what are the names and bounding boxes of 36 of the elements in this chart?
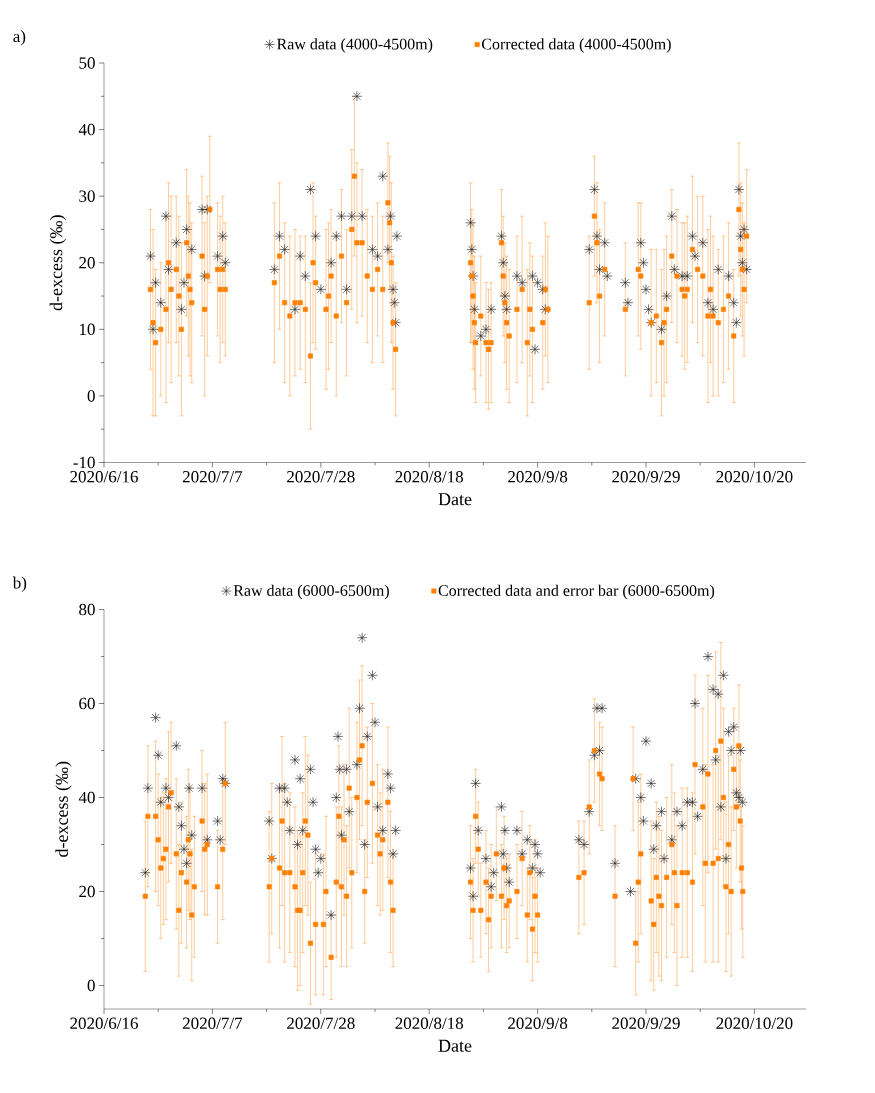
y-tick-label: 40: [78, 791, 95, 804]
chart-title: a): [13, 30, 26, 46]
x-tick-label: 2020/7/7: [182, 471, 243, 483]
x-tick-label: 2020/7/28: [287, 1017, 355, 1030]
y-tick-label: -10: [73, 456, 95, 469]
x-tick-label: 2020/6/16: [70, 1017, 138, 1030]
x-tick-label: 2020/10/20: [716, 1017, 793, 1030]
y-tick-label: 20: [79, 885, 95, 898]
x-axis-title: Date: [438, 1039, 472, 1052]
x-tick-label: 2020/8/18: [395, 471, 464, 483]
legend-label: Corrected data (4000-4500m): [481, 38, 671, 53]
x-tick-label: 2020/9/8: [508, 471, 568, 483]
x-tick-label: 2020/8/18: [395, 1017, 464, 1030]
x-tick-label: 2020/9/8: [508, 1017, 568, 1030]
y-tick-label: 80: [79, 603, 95, 616]
x-axis-title: Date: [438, 493, 472, 506]
y-tick-label: 0: [87, 979, 95, 992]
y-tick-label: 40: [78, 123, 95, 136]
x-tick-label: 2020/9/29: [612, 471, 680, 483]
y-tick-label: 10: [79, 323, 95, 336]
x-tick-label: 2020/7/28: [287, 471, 355, 483]
x-tick-label: 2020/7/7: [182, 1017, 243, 1030]
y-tick-label: 50: [79, 57, 95, 69]
x-tick-label: 2020/9/29: [612, 1017, 680, 1030]
y-axis-title: d-excess (‰): [49, 215, 66, 311]
x-tick-label: 2020/10/20: [716, 471, 793, 483]
y-tick-label: 0: [87, 390, 95, 402]
legend-label: Corrected data and error bar (6000-6500m): [438, 584, 715, 600]
y-tick-label: 20: [79, 257, 95, 269]
y-tick-label: 30: [79, 190, 95, 202]
y-tick-label: 60: [79, 697, 95, 710]
y-axis-title: d-excess (‰): [55, 761, 72, 857]
legend-label: Raw data (4000-4500m): [277, 38, 433, 53]
legend-label: Raw data (6000-6500m): [233, 584, 389, 600]
x-tick-label: 2020/6/16: [70, 471, 138, 483]
chart-title: b): [12, 576, 27, 593]
